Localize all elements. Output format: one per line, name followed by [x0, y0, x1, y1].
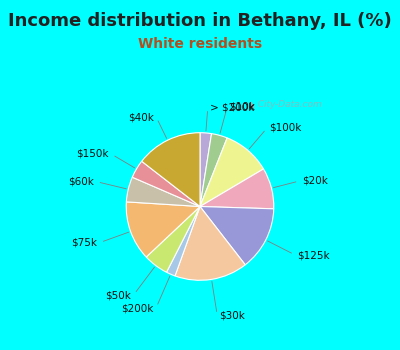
- Wedge shape: [200, 169, 274, 209]
- Text: $100k: $100k: [269, 123, 302, 133]
- Text: ▲ City-Data.com: ▲ City-Data.com: [248, 100, 322, 109]
- Text: $125k: $125k: [298, 250, 330, 260]
- Text: $30k: $30k: [220, 311, 246, 321]
- Wedge shape: [166, 206, 200, 276]
- Wedge shape: [200, 134, 227, 206]
- Text: White residents: White residents: [138, 37, 262, 51]
- Text: $200k: $200k: [122, 303, 154, 313]
- Wedge shape: [126, 177, 200, 206]
- Wedge shape: [200, 133, 212, 206]
- Wedge shape: [132, 161, 200, 206]
- Text: $75k: $75k: [71, 238, 97, 248]
- Text: $40k: $40k: [128, 112, 154, 122]
- Text: $20k: $20k: [302, 176, 328, 186]
- Wedge shape: [142, 133, 200, 206]
- Text: Income distribution in Bethany, IL (%): Income distribution in Bethany, IL (%): [8, 12, 392, 30]
- Text: $150k: $150k: [76, 149, 109, 159]
- Text: $10k: $10k: [230, 102, 255, 112]
- Wedge shape: [200, 138, 264, 206]
- Text: > $200k: > $200k: [210, 102, 254, 112]
- Wedge shape: [146, 206, 200, 272]
- Wedge shape: [175, 206, 245, 280]
- Text: $60k: $60k: [68, 176, 94, 187]
- Wedge shape: [200, 206, 274, 265]
- Wedge shape: [126, 202, 200, 257]
- Text: $50k: $50k: [106, 290, 131, 300]
